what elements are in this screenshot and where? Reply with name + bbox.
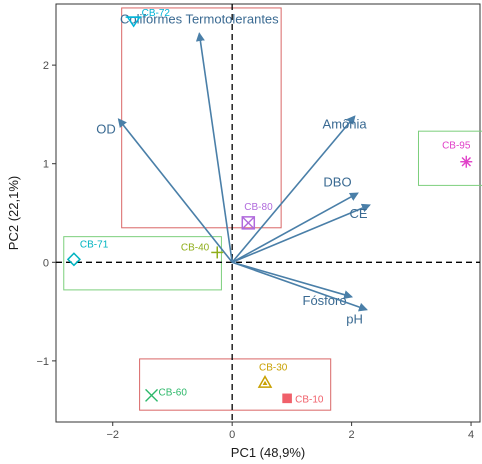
point-label-cb-40: CB-40 — [181, 242, 210, 253]
group-boxes — [63, 7, 482, 411]
x-tick-label: 4 — [468, 429, 474, 441]
loading-arrow-ph — [231, 261, 368, 312]
loading-arrow-fosforo — [231, 261, 354, 300]
axes: −2 0 2 4 −1 0 1 2 — [36, 60, 474, 441]
loading-arrow-dbo — [231, 192, 359, 263]
x-axis-title: PC1 (48,9%) — [231, 445, 305, 460]
point-label-cb-72: CB-72 — [142, 8, 171, 19]
point-label-cb-10: CB-10 — [295, 394, 324, 405]
point-label-cb-71: CB-71 — [80, 239, 109, 250]
score-points: CB-72 CB-95 CB-80 CB-71 CB-40 CB-30 CB-10 CB-60 — [66, 8, 473, 405]
point-cb-10 — [282, 393, 292, 404]
point-label-cb-60: CB-60 — [159, 387, 188, 398]
point-label-cb-95: CB-95 — [442, 141, 471, 152]
loading-label-od: OD — [96, 121, 116, 136]
x-tick-label: 2 — [349, 429, 355, 441]
reference-lines — [56, 4, 480, 422]
point-cb-80 — [241, 216, 256, 230]
y-tick-label: 2 — [43, 60, 49, 72]
plot-panel — [55, 3, 481, 423]
loading-label-fosforo: Fósforo — [303, 293, 347, 308]
y-tick-label: 0 — [43, 257, 49, 269]
x-tick-label: −2 — [106, 429, 119, 441]
point-cb-71 — [66, 252, 81, 267]
x-tick-label: 0 — [229, 429, 235, 441]
point-cb-72 — [125, 16, 142, 28]
point-cb-60 — [145, 388, 159, 402]
point-label-cb-30: CB-30 — [259, 363, 288, 374]
point-label-cb-80: CB-80 — [244, 202, 273, 213]
point-cb-95 — [460, 155, 473, 168]
y-tick-label: −1 — [36, 356, 49, 368]
group-bottom-box — [139, 358, 332, 411]
group-top-box — [121, 7, 282, 229]
loading-arrow-ce — [231, 203, 371, 264]
loading-arrows: Coliformes Termotolerantes OD Amônia DBO CE F… — [96, 12, 371, 327]
y-axis-title: PC2 (22,1%) — [6, 176, 21, 250]
group-left-box — [63, 236, 222, 291]
group-right-box — [417, 130, 482, 186]
loading-arrow-coliformes-termotolerantes — [195, 32, 233, 263]
y-tick-label: 1 — [43, 159, 49, 171]
loading-label-amonia: Amônia — [323, 116, 368, 131]
point-cb-40 — [211, 246, 224, 259]
loading-arrow-od — [117, 118, 233, 263]
loading-label-ce: CE — [349, 206, 367, 221]
loading-label-ph: pH — [346, 312, 363, 327]
loading-label-dbo: DBO — [323, 174, 351, 189]
loading-label-coliformes-termotolerantes: Coliformes Termotolerantes — [120, 12, 279, 27]
loading-arrow-amonia — [231, 115, 356, 263]
point-cb-30 — [257, 375, 273, 388]
